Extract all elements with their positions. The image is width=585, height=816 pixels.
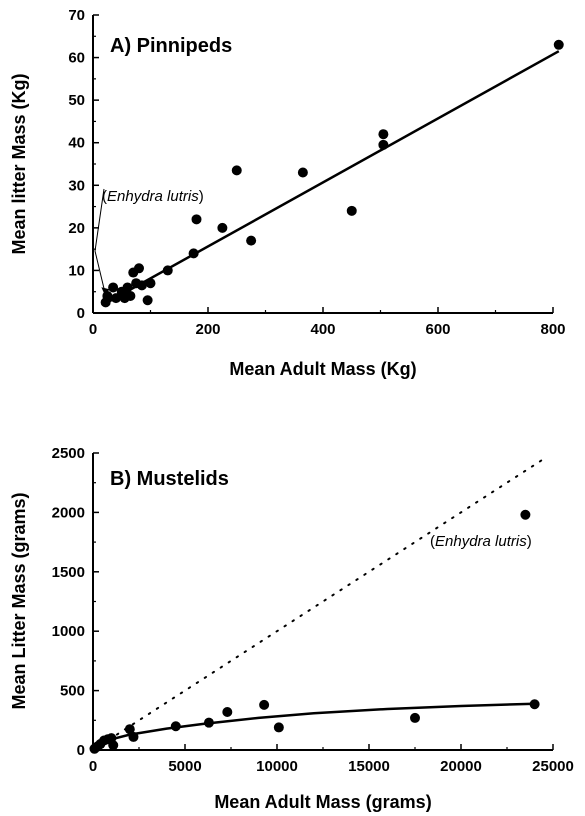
- data-point: [108, 282, 119, 293]
- y-tick-label: 70: [68, 7, 85, 24]
- data-point: [378, 139, 389, 150]
- data-point: [297, 167, 308, 178]
- annotation-arrowhead: [101, 287, 110, 297]
- x-axis-title: Mean Adult Mass (grams): [214, 792, 431, 812]
- chart-panel-mustelids: 0 5000 10000 15000 20000 25000 0 500 1000 1500 200…: [9, 445, 574, 812]
- annotation-label: (Enhydra lutris): [430, 533, 532, 550]
- x-tick-label: 5000: [168, 758, 201, 775]
- data-point: [520, 509, 531, 520]
- reference-line: [92, 457, 545, 751]
- data-point: [124, 724, 135, 735]
- data-point: [125, 290, 136, 301]
- data-point: [142, 295, 153, 306]
- data-point: [122, 282, 133, 293]
- x-tick-label: 0: [89, 758, 97, 775]
- annotation-paren-close: ): [199, 188, 204, 205]
- x-tick-label: 200: [195, 321, 220, 338]
- data-point: [203, 717, 214, 728]
- annotation-paren-open: (: [430, 533, 435, 550]
- panel-title: B) Mustelids: [110, 468, 229, 490]
- data-point: [108, 740, 119, 751]
- x-tick-label: 10000: [256, 758, 298, 775]
- x-tick-label: 25000: [532, 758, 574, 775]
- data-point: [188, 248, 199, 259]
- data-point: [273, 722, 284, 733]
- x-tick-label: 20000: [440, 758, 482, 775]
- x-tick-label: 400: [310, 321, 335, 338]
- data-point: [410, 712, 420, 723]
- x-tick-label: 800: [540, 321, 565, 338]
- data-point: [128, 731, 139, 742]
- data-point: [222, 706, 233, 717]
- data-point: [217, 222, 228, 233]
- data-point: [346, 205, 357, 216]
- y-tick-label: 1000: [52, 623, 85, 640]
- y-tick-label: 500: [60, 683, 85, 700]
- annotation-species: Enhydra lutris: [107, 188, 199, 205]
- data-point: [111, 293, 121, 304]
- y-tick-label: 10: [68, 262, 85, 279]
- y-tick-label: 2000: [52, 504, 85, 521]
- x-tick-label: 600: [425, 321, 450, 338]
- annotation-leader: [94, 250, 106, 295]
- x-tick-label: 15000: [348, 758, 390, 775]
- panel-title: A) Pinnipeds: [110, 35, 232, 57]
- x-axis-title: Mean Adult Mass (Kg): [229, 359, 416, 379]
- data-point: [246, 235, 257, 246]
- annotation-species: Enhydra lutris: [435, 533, 527, 550]
- y-tick-label: 0: [77, 305, 85, 322]
- chart-panel-pinnipeds: 0 200 400 600 800 0 10 20 30 40 50 60 70 Mean Adult M…: [9, 7, 566, 379]
- y-tick-label: 2500: [52, 445, 85, 462]
- y-tick-label: 0: [77, 742, 85, 759]
- y-tick-label: 40: [68, 135, 85, 152]
- y-tick-label: 50: [68, 92, 85, 109]
- annotation-paren-close: ): [527, 533, 532, 550]
- fit-line: [93, 702, 535, 750]
- y-tick-label: 1500: [52, 564, 85, 581]
- y-tick-label: 30: [68, 177, 85, 194]
- fit-line: [106, 50, 560, 304]
- data-point: [162, 265, 173, 276]
- y-axis-title: Mean litter Mass (Kg): [9, 73, 29, 254]
- data-point: [136, 280, 147, 291]
- y-axis-title: Mean Litter Mass (grams): [9, 492, 29, 709]
- data-point: [231, 165, 242, 176]
- x-tick-label: 0: [89, 321, 97, 338]
- data-point: [259, 699, 270, 710]
- y-tick-label: 60: [68, 50, 85, 67]
- data-point: [145, 278, 156, 289]
- data-point: [378, 129, 389, 140]
- annotation-leader: [94, 188, 105, 252]
- data-point: [134, 263, 144, 274]
- data-point: [529, 699, 540, 710]
- data-point: [553, 39, 564, 50]
- data-point: [170, 721, 181, 732]
- data-point: [191, 214, 202, 225]
- annotation-paren-open: (: [102, 188, 107, 205]
- annotation-label: (Enhydra lutris): [102, 188, 204, 205]
- y-tick-label: 20: [68, 220, 85, 237]
